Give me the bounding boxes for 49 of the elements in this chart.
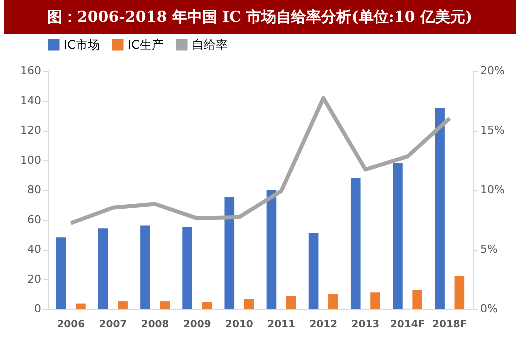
bar: [98, 228, 108, 309]
bar: [435, 108, 445, 309]
bar: [202, 302, 212, 309]
legend-label: IC生产: [128, 38, 164, 52]
y2-tick-label: 5%: [480, 243, 498, 256]
y-tick-label: 40: [28, 243, 42, 256]
x-tick-label: 2009: [183, 320, 212, 330]
x-tick-label: 2013: [352, 320, 380, 330]
bar: [244, 299, 254, 309]
y-tick-label: 120: [20, 124, 42, 137]
y-tick-label: 160: [20, 64, 42, 78]
y2-tick-label: 0%: [480, 302, 498, 316]
bar: [454, 276, 465, 309]
bar: [350, 178, 361, 309]
x-tick-label: 2008: [141, 320, 170, 330]
bar: [328, 294, 338, 309]
bar: [76, 304, 86, 309]
bar: [412, 290, 423, 309]
x-tick-label: 2014F: [390, 320, 426, 330]
line-series: [69, 96, 452, 226]
y-tick-label: 0: [34, 302, 42, 316]
y-tick-label: 60: [28, 213, 42, 226]
y2-tick-label: 20%: [480, 64, 505, 78]
x-tick-label: 2007: [99, 320, 128, 330]
y2-tick-label: 10%: [480, 184, 505, 196]
bar: [224, 197, 235, 309]
x-tick-label: 2011: [268, 320, 296, 330]
chart-title: 图：2006-2018 年中国 IC 市场自给率分析(单位:10 亿美元): [4, 0, 516, 34]
bar: [160, 302, 170, 309]
legend-label: 自给率: [192, 38, 228, 52]
bar: [266, 190, 277, 309]
y-tick-label: 80: [28, 184, 42, 196]
bar: [182, 227, 192, 309]
x-tick-label: 2012: [310, 320, 338, 330]
bar: [308, 233, 319, 309]
legend-label: IC市场: [64, 38, 100, 52]
x-tick-label: 2010: [226, 320, 254, 330]
bar: [118, 302, 128, 309]
y-tick-label: 100: [20, 154, 42, 167]
x-tick-label: 2006: [57, 320, 86, 330]
bar: [56, 238, 66, 309]
y2-tick-label: 15%: [480, 124, 505, 137]
bar: [393, 163, 403, 309]
x-tick-label: 2018F: [432, 320, 468, 330]
bar: [286, 296, 296, 309]
bar: [140, 226, 150, 309]
bar: [370, 292, 380, 309]
y-tick-label: 20: [28, 272, 42, 286]
y-tick-label: 140: [20, 94, 42, 108]
